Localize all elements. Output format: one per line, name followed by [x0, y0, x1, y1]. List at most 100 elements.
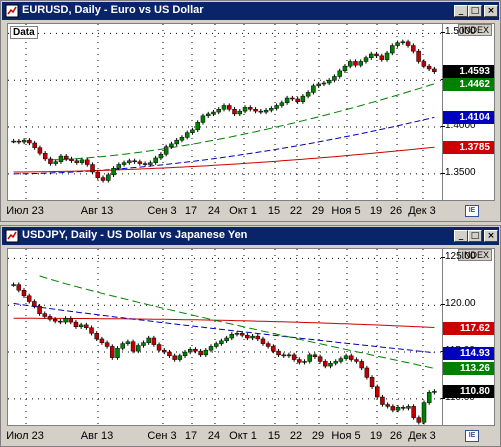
candle	[307, 352, 312, 364]
candle	[369, 51, 374, 60]
candle	[153, 155, 158, 165]
window-title-bar[interactable]: USDJPY, Daily - US Dollar vs Japanese Ye…	[2, 227, 499, 245]
candle	[358, 59, 363, 68]
minimize-button[interactable]: _	[454, 230, 468, 242]
candle	[279, 100, 285, 108]
date-tick-label: 24	[207, 205, 221, 217]
candle	[224, 335, 229, 343]
moving-average-line	[50, 83, 435, 161]
time-axis: Июл 23 Авг 13 Сен 3 17 24 Окт 1 15 22 29 Ноя 5 19 2…	[6, 205, 443, 219]
candle	[290, 95, 295, 102]
candle	[42, 151, 48, 162]
chart-settings-icon[interactable]: IE	[465, 430, 479, 442]
candle	[137, 159, 143, 166]
candle	[37, 304, 42, 316]
candle	[16, 138, 22, 145]
price-plot-area[interactable]	[7, 248, 443, 426]
candle	[63, 153, 69, 162]
candle	[227, 103, 232, 112]
candle	[156, 342, 162, 353]
candle	[291, 352, 297, 362]
candle	[48, 156, 53, 166]
candle	[42, 311, 48, 319]
candle	[58, 319, 63, 325]
date-tick-label: 29	[311, 430, 325, 442]
date-tick-label: 19	[369, 205, 383, 217]
candle	[26, 293, 32, 304]
candle	[32, 140, 37, 150]
candle	[11, 138, 16, 144]
candle	[364, 365, 370, 380]
candle	[172, 353, 177, 362]
candle	[411, 43, 416, 54]
candle	[90, 162, 95, 175]
candle	[32, 299, 37, 309]
candle	[321, 80, 327, 87]
close-button[interactable]: ×	[484, 230, 498, 242]
candle	[37, 145, 43, 156]
usdjpy-chart-window[interactable]: USDJPY, Daily - US Dollar vs Japanese Ye…	[0, 225, 501, 447]
candle	[239, 331, 245, 338]
candle	[338, 356, 344, 364]
candle	[115, 346, 120, 360]
candle	[265, 341, 271, 349]
candle	[232, 107, 237, 117]
price-tick-label: 125.00	[441, 251, 476, 263]
date-tick-label: Авг 13	[80, 430, 114, 442]
chart-window-icon	[5, 229, 19, 243]
candle	[237, 108, 243, 117]
date-tick-label: 17	[184, 205, 198, 217]
candle	[432, 389, 437, 395]
candle	[127, 158, 132, 165]
candle	[95, 169, 101, 180]
candle	[274, 103, 279, 111]
candle	[295, 96, 300, 104]
candle	[174, 138, 179, 147]
candle	[99, 336, 105, 345]
candle	[374, 51, 379, 58]
candle	[347, 59, 353, 69]
window-title-bar[interactable]: EURUSD, Daily - Euro vs US Dollar _ □ ×	[2, 2, 499, 20]
chart-settings-icon[interactable]: IE	[465, 205, 479, 217]
eurusd-chart-window[interactable]: EURUSD, Daily - Euro vs US Dollar _ □ × …	[0, 0, 501, 222]
price-plot-area[interactable]: Data	[7, 23, 443, 201]
candle	[69, 156, 74, 163]
candle	[58, 153, 64, 164]
date-tick-label: Сен 3	[147, 430, 177, 442]
candle	[323, 359, 328, 369]
candle	[169, 141, 174, 149]
candle	[375, 384, 380, 400]
price-axis[interactable]: INDEX 125.00120.00115.00110.00117.62114.…	[441, 248, 495, 426]
candle	[311, 83, 316, 95]
maximize-button[interactable]: □	[468, 5, 482, 17]
price-axis[interactable]: INDEX 1.50001.45001.40001.35001.45931.44…	[441, 23, 495, 201]
candle	[53, 159, 58, 166]
date-tick-label: 26	[389, 205, 403, 217]
candle	[193, 347, 198, 354]
moving-average-line	[39, 275, 435, 369]
candle	[111, 166, 116, 177]
price-tag: 1.4593	[443, 65, 494, 79]
window-title: USDJPY, Daily - US Dollar vs Japanese Ye…	[22, 229, 248, 241]
candle	[94, 331, 99, 342]
index-label: INDEX	[458, 24, 492, 36]
price-tick-label: 1.5000	[441, 26, 476, 38]
date-tick-label: Сен 3	[147, 205, 177, 217]
candle	[21, 288, 27, 298]
candle	[421, 400, 427, 425]
candle	[211, 109, 216, 117]
price-tick-label: 1.3500	[441, 166, 476, 178]
candle	[343, 353, 349, 361]
candle	[104, 340, 110, 349]
close-button[interactable]: ×	[484, 5, 498, 17]
candle	[100, 175, 106, 183]
candle	[411, 404, 416, 420]
candle	[316, 81, 321, 88]
candle	[359, 359, 364, 371]
candle	[184, 130, 190, 140]
maximize-button[interactable]: □	[468, 230, 482, 242]
candle	[163, 144, 169, 157]
date-tick-label: 29	[311, 205, 325, 217]
minimize-button[interactable]: _	[454, 5, 468, 17]
time-axis: Июл 23 Авг 13 Сен 3 17 24 Окт 1 15 22 29 Ноя 5 19 2…	[6, 430, 443, 444]
